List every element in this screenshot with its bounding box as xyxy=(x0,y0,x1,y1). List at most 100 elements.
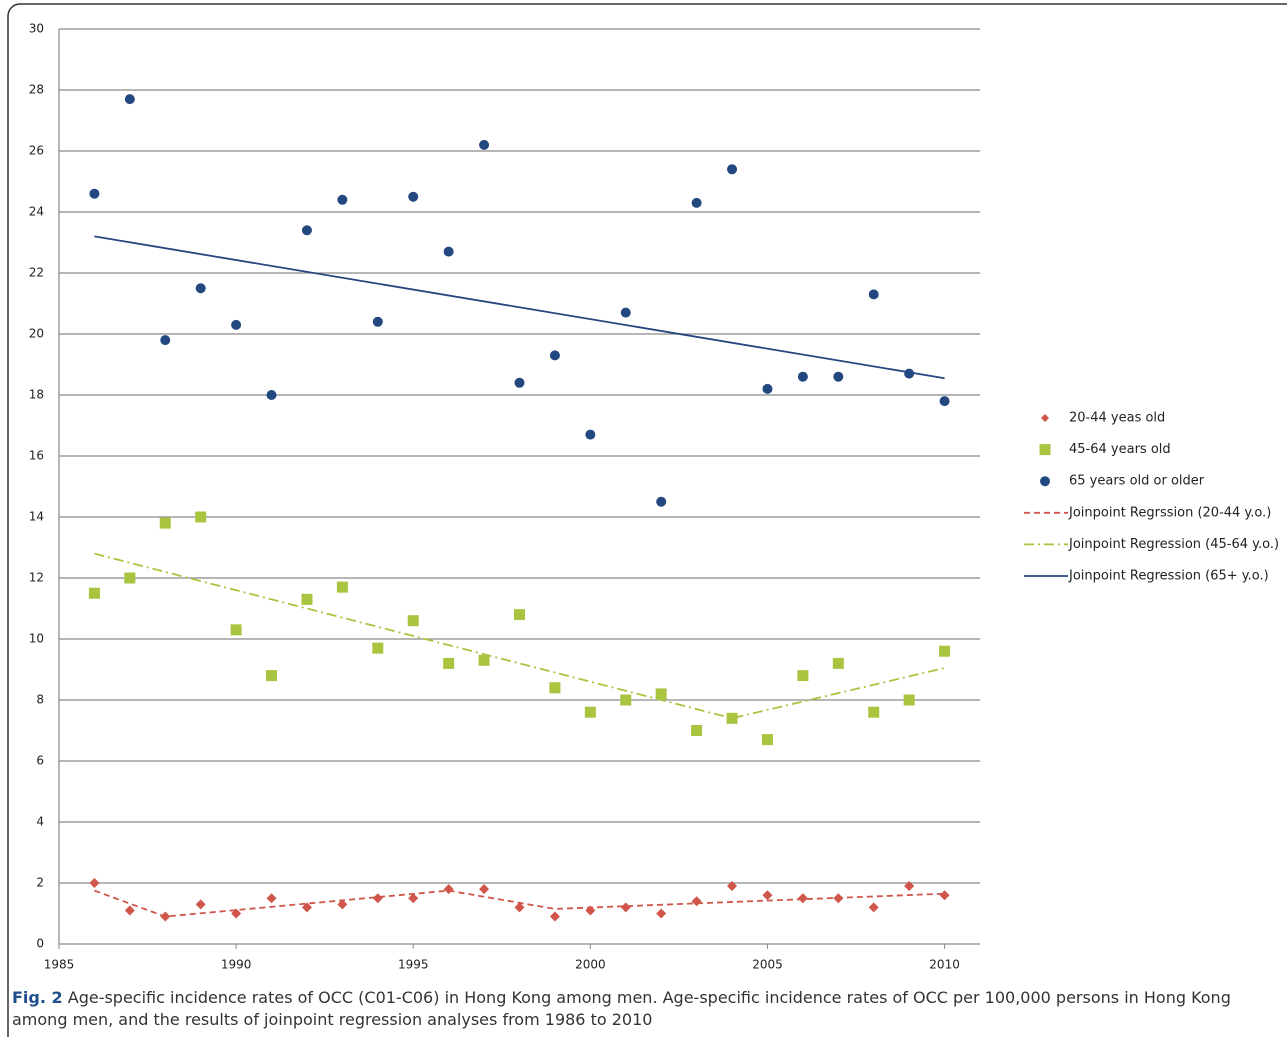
y-tick-label: 28 xyxy=(29,83,44,97)
regression-line xyxy=(94,889,945,918)
circle-point xyxy=(727,164,738,175)
diamond-point xyxy=(479,884,490,895)
square-point xyxy=(301,593,313,605)
diamond-point xyxy=(797,893,808,904)
diamond-point xyxy=(89,878,100,888)
x-tick-label: 1985 xyxy=(44,958,75,972)
y-tick-label: 30 xyxy=(29,22,44,36)
square-point xyxy=(691,725,703,736)
diamond-point xyxy=(939,890,950,901)
circle-point xyxy=(620,307,631,318)
circle-point xyxy=(549,350,560,361)
y-tick-label: 2 xyxy=(36,876,44,890)
square-point xyxy=(797,670,809,682)
x-tick-label: 2005 xyxy=(752,958,783,972)
square-point xyxy=(124,572,136,584)
y-tick-label: 0 xyxy=(36,937,44,951)
diamond-point xyxy=(443,884,454,895)
y-tick-label: 18 xyxy=(29,388,44,402)
square-point xyxy=(407,615,419,627)
circle-point xyxy=(195,283,206,294)
caption: Fig. 2 Age-specific incidence rates of O… xyxy=(12,987,1277,1031)
diamond-point xyxy=(514,902,525,913)
square-point xyxy=(443,657,455,669)
square-point xyxy=(336,581,348,593)
circle-point xyxy=(939,396,950,407)
legend-label: 65 years old or older xyxy=(1069,474,1205,489)
x-tick-label: 2000 xyxy=(575,958,606,972)
diamond-point xyxy=(337,899,348,910)
diamond-point xyxy=(124,905,135,916)
x-tick-label: 1990 xyxy=(221,958,252,972)
square-point xyxy=(159,517,171,529)
y-tick-label: 16 xyxy=(29,449,44,463)
circle-point xyxy=(372,316,383,327)
y-tick-label: 22 xyxy=(29,266,44,280)
square-point xyxy=(868,706,880,718)
diamond-point xyxy=(727,881,738,892)
circle-point xyxy=(231,319,242,330)
circle-point xyxy=(762,383,773,394)
square-point xyxy=(88,587,100,599)
legend-label: Joinpoint Regression (45-64 y.o.) xyxy=(1068,537,1279,552)
square-point xyxy=(230,624,242,636)
circle-point xyxy=(124,94,135,105)
legend-marker xyxy=(1040,476,1050,487)
square-point xyxy=(939,645,951,657)
circle-point xyxy=(479,139,490,150)
square-point xyxy=(832,657,844,669)
circle-point xyxy=(656,496,667,507)
y-tick-label: 24 xyxy=(29,205,44,219)
circle-point xyxy=(408,191,419,202)
caption-label: Fig. 2 xyxy=(12,988,63,1007)
diamond-point xyxy=(266,893,277,904)
x-tick-label: 1995 xyxy=(398,958,429,972)
diamond-point xyxy=(620,902,631,913)
circle-point xyxy=(797,371,808,382)
diamond-point xyxy=(691,896,702,907)
square-point xyxy=(514,609,525,621)
y-tick-label: 10 xyxy=(29,632,44,646)
circle-point xyxy=(585,429,596,440)
square-point xyxy=(195,511,207,523)
y-tick-label: 14 xyxy=(29,510,44,524)
circle-point xyxy=(301,225,312,236)
square-point xyxy=(761,734,773,746)
y-tick-label: 4 xyxy=(36,815,44,829)
regression-line xyxy=(94,235,945,380)
square-point xyxy=(726,712,738,724)
diamond-point xyxy=(195,899,206,910)
square-point xyxy=(549,682,561,694)
circle-point xyxy=(833,371,844,382)
square-point xyxy=(620,694,632,706)
legend-label: Joinpoint Regrssion (20-44 y.o.) xyxy=(1068,505,1271,520)
diamond-point xyxy=(904,881,915,892)
circle-point xyxy=(443,246,454,257)
circle-point xyxy=(868,289,879,300)
diamond-point xyxy=(549,911,560,922)
square-point xyxy=(478,654,490,666)
square-point xyxy=(372,642,384,654)
legend-label: Joinpoint Regression (65+ y.o.) xyxy=(1068,569,1269,584)
circle-point xyxy=(89,188,100,199)
circle-point xyxy=(514,377,525,388)
circle-point xyxy=(691,197,702,208)
legend-label: 20-44 yeas old xyxy=(1069,411,1165,426)
circle-point xyxy=(337,194,348,205)
square-point xyxy=(655,688,667,700)
square-point xyxy=(266,670,278,682)
frame xyxy=(7,3,1287,1037)
diamond-point xyxy=(656,908,667,919)
legend-marker xyxy=(1041,414,1049,422)
circle-point xyxy=(160,335,171,346)
square-point xyxy=(584,706,596,718)
y-tick-label: 26 xyxy=(29,144,44,158)
x-tick-label: 2010 xyxy=(929,958,960,972)
legend-label: 45-64 years old xyxy=(1069,442,1171,457)
y-tick-label: 6 xyxy=(36,754,44,768)
y-tick-label: 8 xyxy=(36,693,44,707)
diamond-point xyxy=(762,890,773,901)
diamond-point xyxy=(408,893,419,904)
